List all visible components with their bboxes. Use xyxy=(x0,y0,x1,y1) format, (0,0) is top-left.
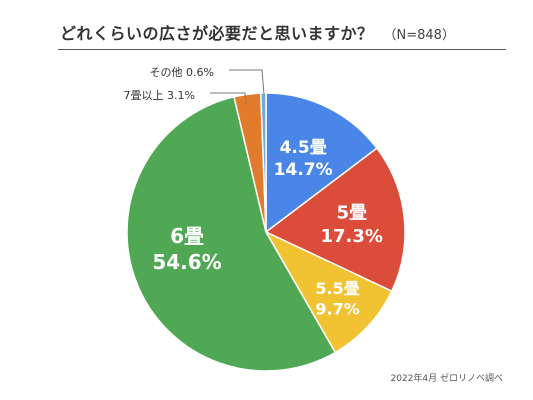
pie-slice-1 xyxy=(264,147,406,293)
source-note: 2022年4月 ゼロリノベ調べ xyxy=(390,374,504,384)
leader-line-5 xyxy=(229,69,265,95)
slice-value-label: 9.7% xyxy=(315,300,359,319)
leader-line-4 xyxy=(210,92,247,105)
slice-category-label: 5.5畳 xyxy=(315,279,359,298)
slice-category-label: 5畳 xyxy=(336,203,367,224)
slice-outside-label-4: 7畳以上 3.1% xyxy=(124,89,195,102)
slice-outside-label-5: その他 0.6% xyxy=(150,66,214,79)
pie-slice-3 xyxy=(126,95,337,372)
slice-value-label: 17.3% xyxy=(320,226,382,247)
slice-label-2: 5.5畳 9.7% xyxy=(315,279,359,319)
pie-slice-0 xyxy=(265,92,378,234)
pie-slice-2 xyxy=(264,230,393,354)
slice-category-label: 4.5畳 xyxy=(280,138,327,158)
title-divider xyxy=(58,49,506,50)
slice-value-label: 54.6% xyxy=(152,250,221,274)
chart-title: どれくらいの広さが必要だと思いますか？ xyxy=(60,24,374,43)
slice-value-label: 14.7% xyxy=(274,160,333,180)
pie-slice-5 xyxy=(259,92,267,233)
sample-size: （N=848） xyxy=(383,28,455,43)
chart-header: どれくらいの広さが必要だと思いますか？ （N=848） xyxy=(60,20,500,46)
slice-category-label: 6畳 xyxy=(170,224,204,248)
